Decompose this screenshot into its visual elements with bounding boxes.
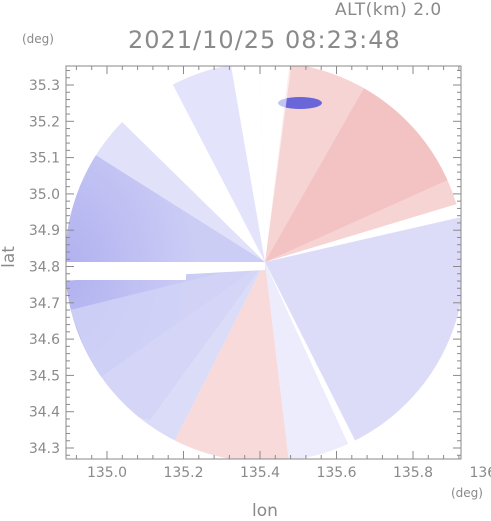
- altitude-label: ALT(km) 2.0: [335, 0, 442, 20]
- timestamp-title: 2021/10/25 08:23:48: [128, 26, 401, 54]
- y-tick-label: 34.5: [29, 368, 60, 384]
- y-tick-label: 35.2: [29, 114, 60, 130]
- y-ticks: 35.3 35.2 35.1 35.0 34.9 34.8 34.7 34.6 34.5 34.4…: [29, 69, 461, 457]
- y-tick-label: 34.9: [29, 223, 60, 239]
- x-tick-label: 135.0: [87, 465, 127, 481]
- y-tick-label: 35.0: [29, 187, 60, 203]
- plot-frame: [65, 65, 462, 460]
- radar-field: [66, 66, 461, 459]
- x-tick-label: 135.4: [240, 465, 280, 481]
- x-axis-unit: (deg): [451, 486, 483, 500]
- y-tick-label: 34.4: [29, 405, 60, 421]
- y-tick-label: 34.3: [29, 441, 60, 457]
- y-tick-label: 35.1: [29, 151, 60, 167]
- y-tick-label: 35.3: [29, 78, 60, 94]
- x-axis-label: lon: [252, 501, 278, 521]
- x-tick-label: 136.0: [469, 465, 491, 481]
- y-tick-label: 34.6: [29, 332, 60, 348]
- y-axis-unit: (deg): [22, 32, 54, 46]
- x-tick-label: 135.2: [163, 465, 203, 481]
- y-tick-label: 34.8: [29, 260, 60, 276]
- x-ticks: 135.0 135.2 135.4 135.6 135.8 136.0: [75, 66, 491, 481]
- x-tick-label: 135.6: [316, 465, 356, 481]
- x-tick-label: 135.8: [393, 465, 433, 481]
- y-tick-label: 34.7: [29, 296, 60, 312]
